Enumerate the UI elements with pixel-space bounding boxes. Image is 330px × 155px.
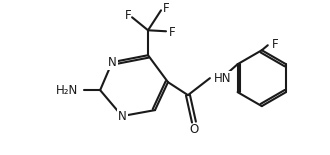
Text: N: N: [118, 110, 126, 123]
Text: F: F: [125, 9, 131, 22]
Text: O: O: [189, 123, 199, 136]
Text: F: F: [272, 38, 279, 51]
Text: H₂N: H₂N: [56, 84, 78, 97]
Text: F: F: [163, 2, 169, 15]
Text: HN: HN: [214, 72, 231, 85]
Text: N: N: [108, 56, 116, 69]
Text: F: F: [169, 26, 175, 39]
